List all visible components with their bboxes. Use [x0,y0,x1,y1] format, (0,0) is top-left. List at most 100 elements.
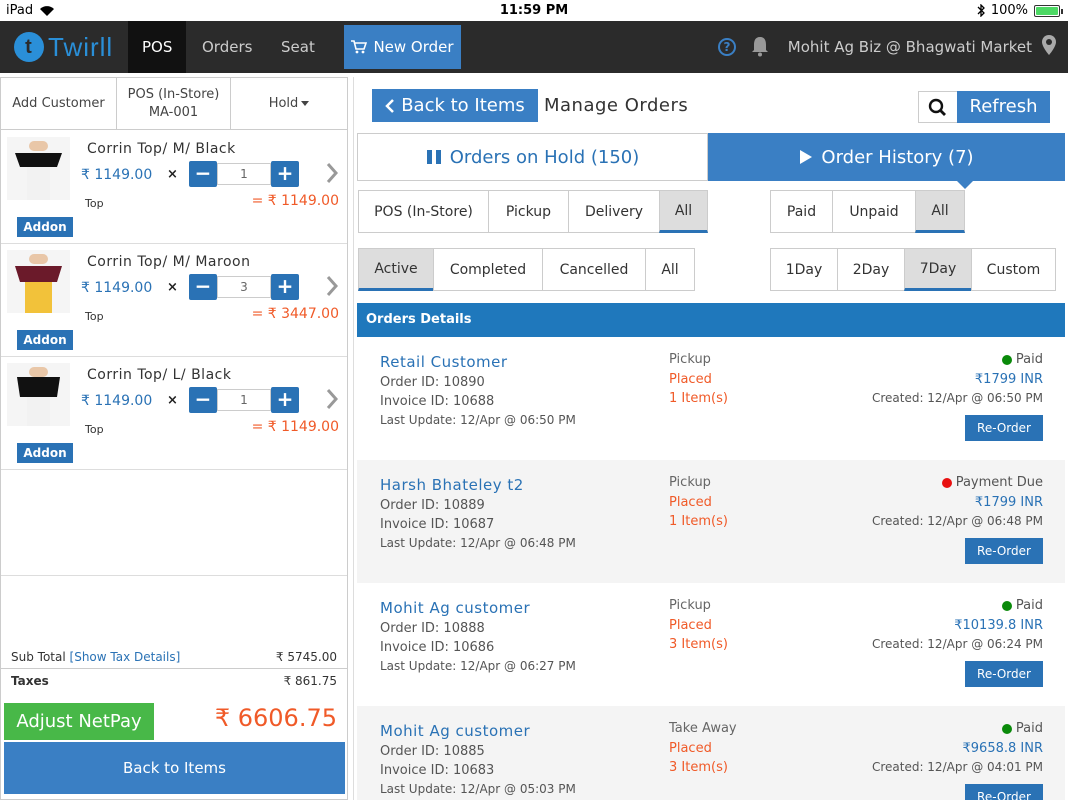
chevron-right-icon[interactable] [325,161,339,185]
device-label: iPad [6,3,34,18]
nav-tab-pos[interactable]: POS [128,21,187,73]
tab-order-history[interactable]: Order History (7) [708,133,1065,189]
help-icon[interactable]: ? [718,38,736,56]
battery-fill [1036,6,1058,15]
bell-icon[interactable] [750,35,770,62]
order-card[interactable]: Retail Customer Order ID: 10890 Invoice … [357,337,1065,460]
product-name: Corrin Top/ M/ Maroon [87,254,251,270]
show-tax-details-link[interactable]: [Show Tax Details] [69,650,181,664]
back-to-items-button[interactable]: Back to Items [4,742,345,794]
filter-1day[interactable]: 1Day [770,248,837,291]
pos-instore-selector[interactable]: POS (In-Store) MA-001 [117,78,231,130]
cart-tabs: Add Customer POS (In-Store) MA-001 Hold [1,78,347,130]
location-pin-icon[interactable] [1042,35,1056,55]
product-category: Top [85,310,104,323]
filter-channel-all[interactable]: All [659,190,708,233]
search-button[interactable] [918,91,958,123]
top-navigation: t Twirll POS Orders Seat New Order ? Moh… [0,21,1068,73]
reorder-button[interactable]: Re-Order [965,415,1043,441]
customer-name[interactable]: Harsh Bhateley t2 [380,476,524,494]
filter-7day[interactable]: 7Day [904,248,971,291]
product-image [7,250,70,313]
sub-total-row: Sub Total [Show Tax Details] ₹ 5745.00 [11,650,337,664]
quantity-input[interactable]: 3 [217,276,271,298]
quantity-input[interactable]: 1 [217,389,271,411]
order-card[interactable]: Mohit Ag customer Order ID: 10885 Invoic… [357,706,1065,800]
decrease-qty-button[interactable]: − [189,274,217,300]
adjust-netpay-button[interactable]: Adjust NetPay [4,703,154,740]
play-icon [800,150,813,164]
orders-on-hold-label: Orders on Hold (150) [449,146,640,168]
reorder-button[interactable]: Re-Order [965,661,1043,687]
last-update: Last Update: 12/Apr @ 06:48 PM [380,536,576,550]
cart-icon [351,40,368,54]
filter-unpaid[interactable]: Unpaid [832,190,915,233]
product-top-shape [15,153,62,167]
line-total: = ₹ 3447.00 [251,306,339,322]
filter-2day[interactable]: 2Day [837,248,904,291]
reorder-button[interactable]: Re-Order [965,538,1043,564]
add-customer-label: Add Customer [12,96,105,111]
reorder-button[interactable]: Re-Order [965,784,1043,800]
product-name: Corrin Top/ M/ Black [87,141,236,157]
increase-qty-button[interactable]: + [271,274,299,300]
addon-button[interactable]: Addon [17,217,73,237]
addon-button[interactable]: Addon [17,443,73,463]
hold-dropdown[interactable]: Hold [231,78,347,130]
tab-orders-on-hold[interactable]: Orders on Hold (150) [357,133,708,181]
filter-delivery[interactable]: Delivery [568,190,659,233]
customer-name[interactable]: Mohit Ag customer [380,722,531,740]
taxes-row: Taxes ₹ 861.75 [1,668,347,694]
order-status: Placed [669,618,712,633]
payment-status: Paid [1001,352,1043,367]
taxes-amount: ₹ 861.75 [283,674,337,688]
decrease-qty-button[interactable]: − [189,387,217,413]
times-icon: × [167,280,178,295]
created-time: Created: 12/Apr @ 06:24 PM [871,637,1043,651]
clock: 11:59 PM [499,3,569,18]
sub-total-label: Sub Total [11,650,66,664]
refresh-button[interactable]: Refresh [957,91,1050,123]
product-price: ₹ 1149.00 [81,393,153,409]
order-type: Pickup [669,475,711,490]
increase-qty-button[interactable]: + [271,387,299,413]
filter-paid[interactable]: Paid [770,190,832,233]
chevron-left-icon [385,98,395,113]
add-customer-button[interactable]: Add Customer [1,78,117,130]
filter-completed[interactable]: Completed [433,248,542,291]
filter-pickup[interactable]: Pickup [488,190,568,233]
payment-status: Paid [1001,598,1043,613]
payment-label: Paid [1015,598,1043,613]
store-name[interactable]: Mohit Ag Biz @ Bhagwati Market [787,38,1032,56]
order-card[interactable]: Harsh Bhateley t2 Order ID: 10889 Invoic… [357,460,1065,583]
filter-cancelled[interactable]: Cancelled [542,248,645,291]
back-to-items-top-button[interactable]: Back to Items [372,89,538,122]
product-image [7,137,70,200]
chevron-right-icon[interactable] [325,387,339,411]
filter-state-all[interactable]: All [645,248,695,291]
order-status: Placed [669,372,712,387]
nav-tab-orders[interactable]: Orders [202,38,253,56]
customer-name[interactable]: Retail Customer [380,353,508,371]
order-card[interactable]: Mohit Ag customer Order ID: 10888 Invoic… [357,583,1065,706]
twirll-logo[interactable]: t Twirll [14,30,113,64]
filter-pos-instore[interactable]: POS (In-Store) [358,190,488,233]
battery-icon [1034,4,1063,17]
filter-custom[interactable]: Custom [971,248,1056,291]
filter-active[interactable]: Active [358,248,433,291]
quantity-input[interactable]: 1 [217,163,271,185]
caret-down-icon [301,101,310,106]
cart-item: Addon Corrin Top/ M/ Maroon ₹ 1149.00 × … [1,244,347,357]
nav-tab-seat[interactable]: Seat [281,38,315,56]
increase-qty-button[interactable]: + [271,161,299,187]
filter-payment-all[interactable]: All [915,190,965,233]
new-order-button[interactable]: New Order [344,25,461,69]
register-id: MA-001 [148,105,199,120]
decrease-qty-button[interactable]: − [189,161,217,187]
addon-button[interactable]: Addon [17,330,73,350]
payment-label: Payment Due [955,475,1043,490]
hold-label: Hold [268,96,299,111]
chevron-right-icon[interactable] [325,274,339,298]
customer-name[interactable]: Mohit Ag customer [380,599,531,617]
line-total: = ₹ 1149.00 [251,193,339,209]
